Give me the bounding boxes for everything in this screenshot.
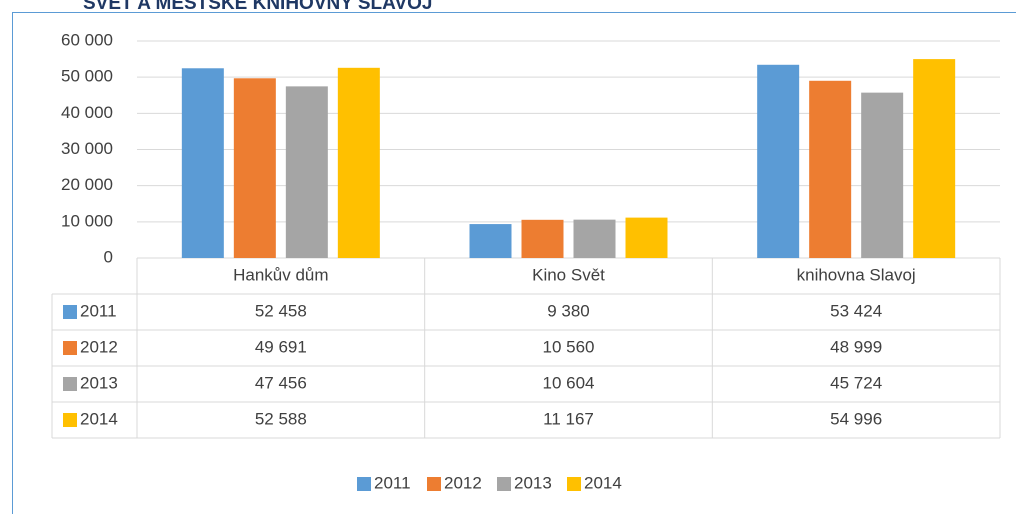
legend-label: 2012 (444, 473, 482, 492)
y-tick-label: 0 (104, 247, 113, 266)
table-cell: 10 560 (543, 337, 595, 356)
table-cell: 49 691 (255, 337, 307, 356)
bar (913, 59, 956, 258)
x-tick-label: knihovna Slavoj (797, 265, 916, 284)
table-cell: 47 456 (255, 373, 307, 392)
legend-key (427, 477, 441, 491)
y-tick-label: 20 000 (61, 175, 113, 194)
table-cell: 52 588 (255, 409, 307, 428)
bar (573, 219, 616, 258)
bar (861, 92, 904, 258)
table-legend-key (63, 341, 77, 355)
table-series-name: 2012 (80, 337, 118, 356)
bar (285, 86, 328, 259)
table-legend-key (63, 413, 77, 427)
chart-title: SVĚT A MĚSTSKÉ KNIHOVNY SLAVOJ (83, 0, 432, 14)
y-tick-label: 50 000 (61, 67, 113, 86)
y-tick-label: 30 000 (61, 139, 113, 158)
table-cell: 54 996 (830, 409, 882, 428)
table-cell: 11 167 (543, 409, 594, 428)
legend-label: 2011 (374, 473, 411, 492)
bar (337, 67, 380, 258)
chart-frame (12, 12, 1016, 514)
y-tick-label: 40 000 (61, 103, 113, 122)
x-tick-label: Kino Svět (532, 265, 605, 284)
table-legend-key (63, 377, 77, 391)
y-tick-label: 60 000 (61, 30, 113, 49)
legend-key (567, 477, 581, 491)
bar (521, 219, 564, 258)
bar (233, 78, 276, 259)
legend-label: 2014 (584, 473, 622, 492)
table-cell: 53 424 (830, 301, 882, 320)
legend-key (497, 477, 511, 491)
y-tick-label: 10 000 (61, 211, 113, 230)
table-cell: 45 724 (830, 373, 882, 392)
legend-key (357, 477, 371, 491)
table-cell: 10 604 (543, 373, 595, 392)
bar (625, 217, 668, 258)
bar (757, 64, 800, 258)
table-cell: 52 458 (255, 301, 307, 320)
table-series-name: 2011 (80, 301, 117, 320)
table-legend-key (63, 305, 77, 319)
table-cell: 9 380 (547, 301, 590, 320)
bar (181, 68, 224, 258)
bar (809, 80, 852, 258)
bar (469, 224, 512, 258)
table-cell: 48 999 (830, 337, 882, 356)
table-series-name: 2013 (80, 373, 118, 392)
x-tick-label: Hankův dům (233, 265, 328, 284)
table-series-name: 2014 (80, 409, 118, 428)
legend-label: 2013 (514, 473, 552, 492)
